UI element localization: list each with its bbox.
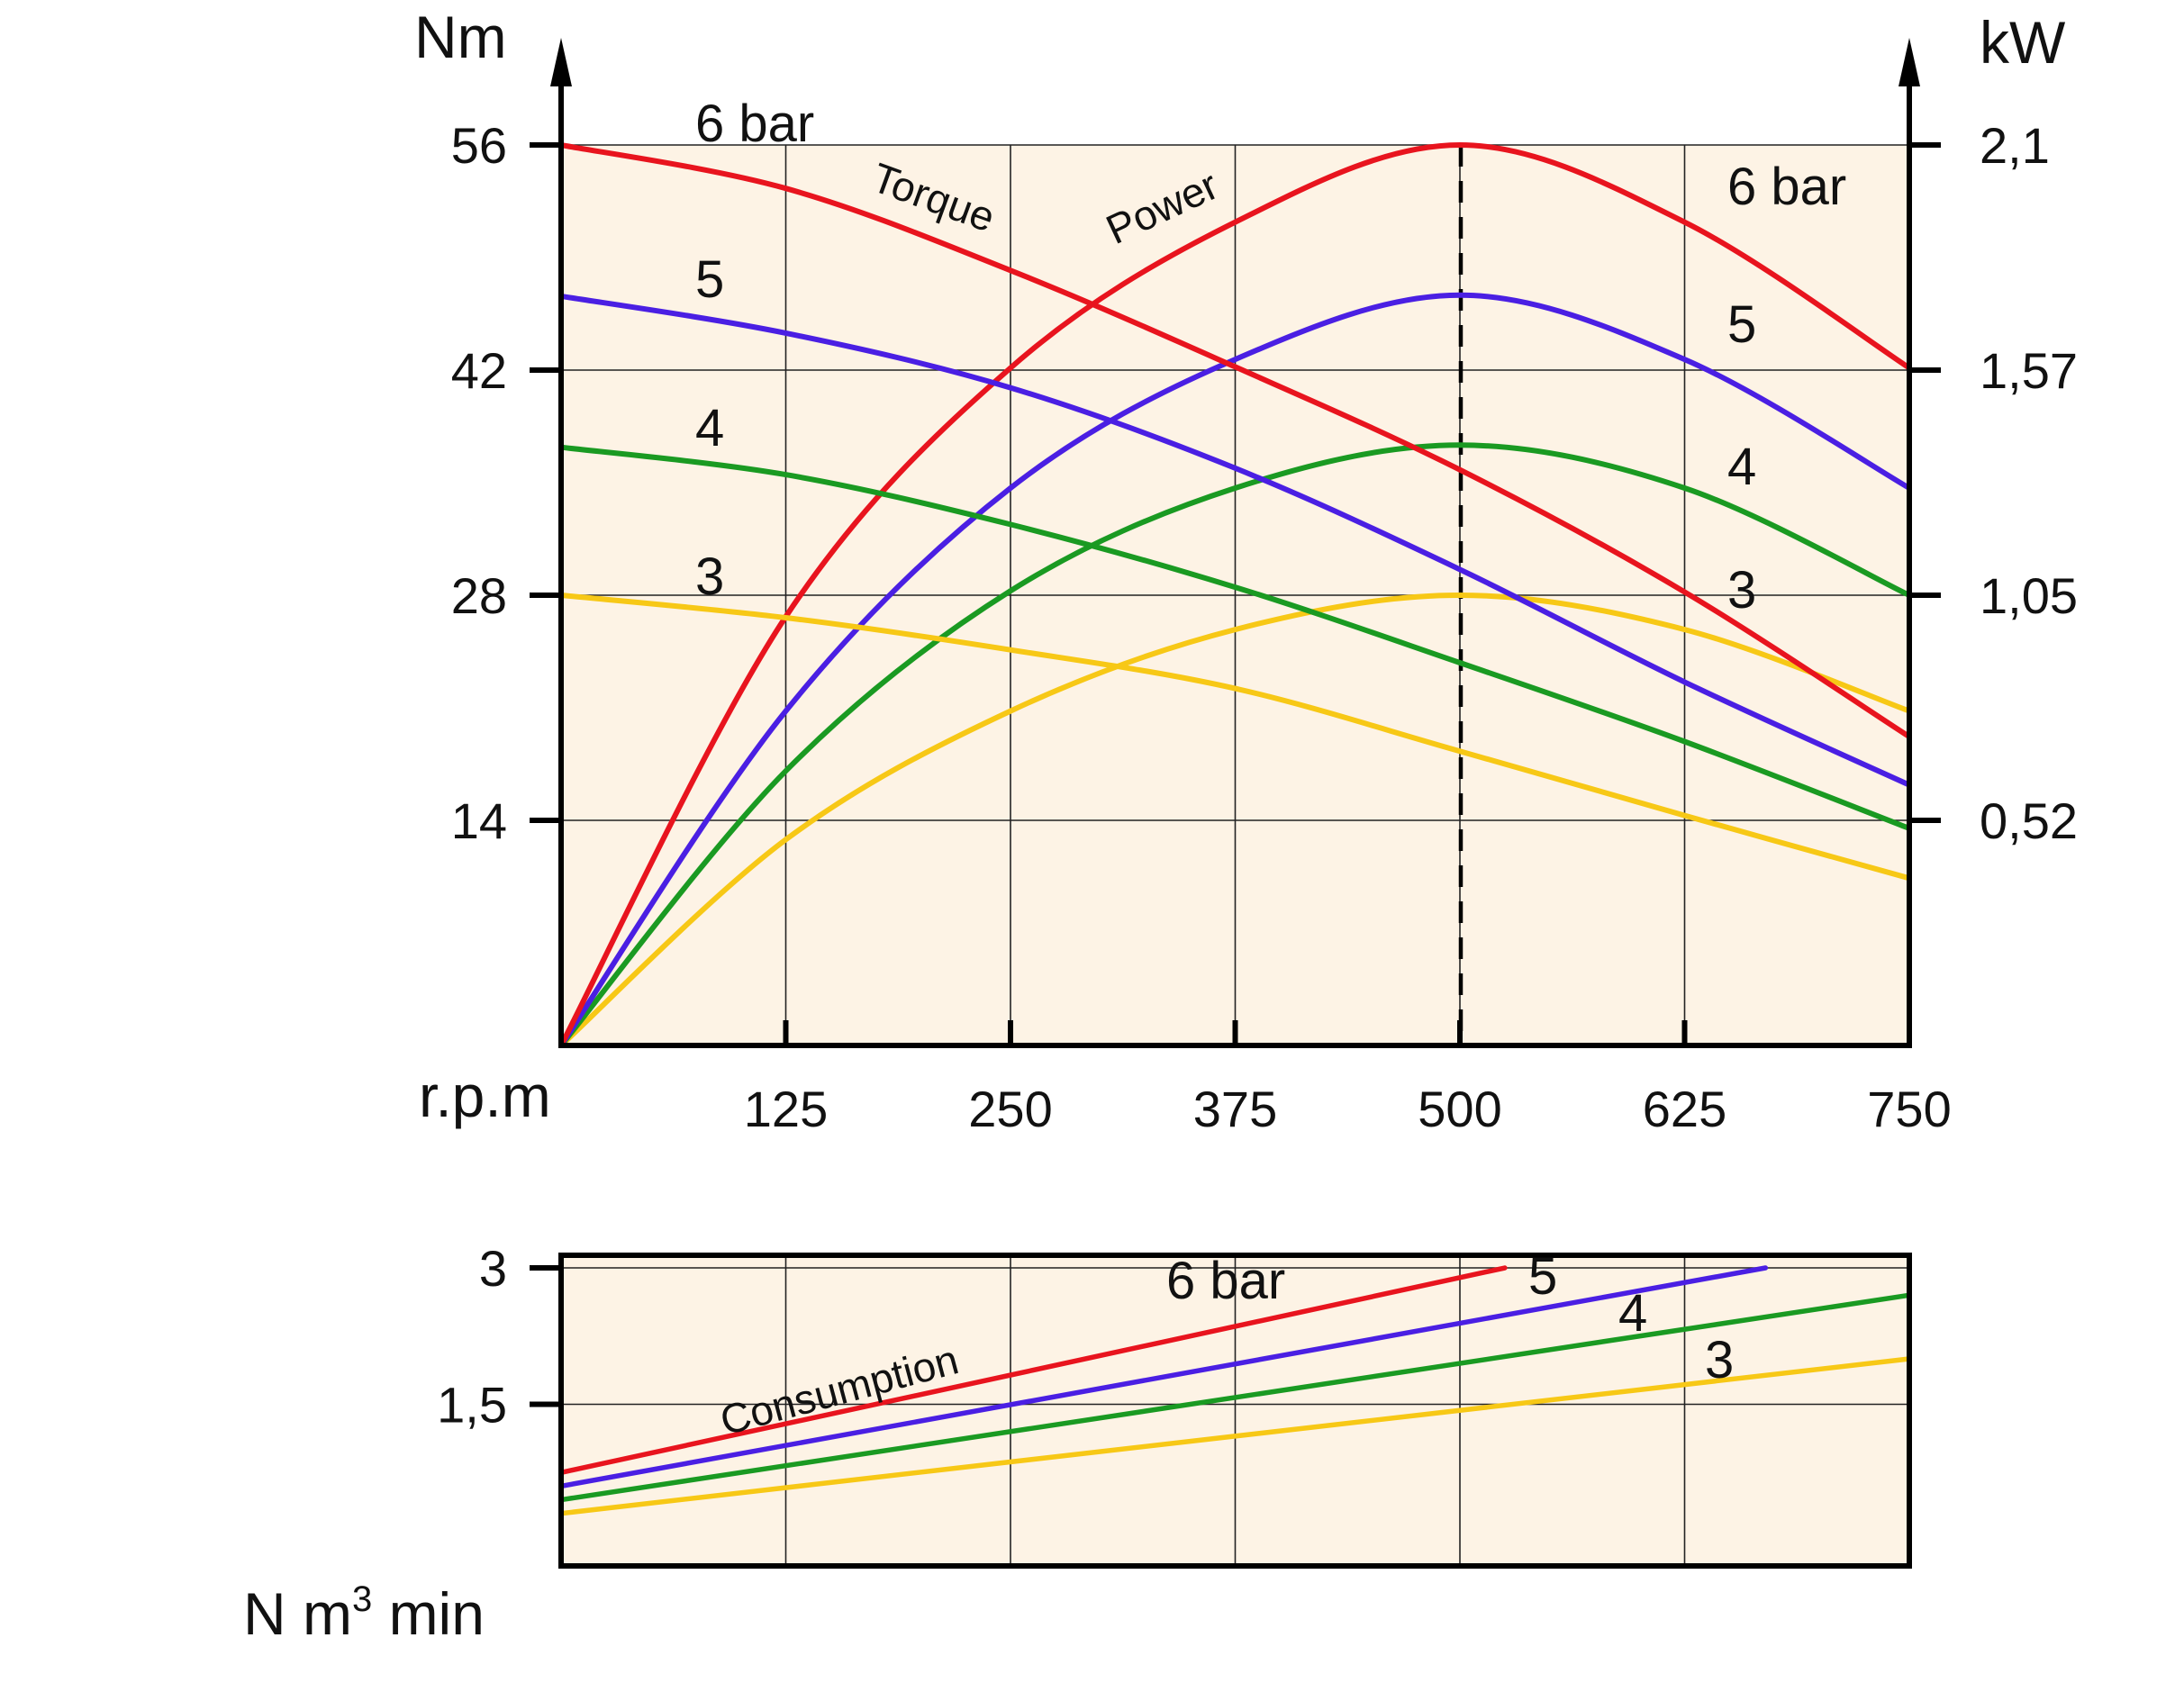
power-label-5: 5 [1727, 295, 1756, 354]
right-tick-label-0: 0,52 [1980, 792, 2078, 849]
torque-curve-4 [558, 444, 1912, 831]
x-tick-label-250: 250 [968, 1081, 1052, 1137]
torque-curve-5 [558, 293, 1912, 788]
right-axis-arrow [1899, 38, 1920, 86]
left-tick-label-42: 42 [451, 342, 507, 399]
consumption-label-3: 3 [1705, 1331, 1734, 1389]
left-axis-arrow [550, 38, 572, 86]
consumption-label-6: 6 bar [1166, 1252, 1285, 1310]
consumption-unit-base: N m [243, 1580, 352, 1647]
torque-label-3: 3 [695, 547, 724, 606]
left-tick-label-56: 56 [451, 117, 507, 174]
torque-power-panel: 125 250 375 500 625 750 14 28 42 56 0,52 1,05 1,57 2,… [414, 4, 2078, 1137]
torque-label-6: 6 bar [695, 95, 814, 153]
consumption-tick-label-3: 3 [479, 1240, 507, 1297]
consumption-line-3 [558, 1356, 1912, 1516]
consumption-label-5: 5 [1528, 1247, 1557, 1306]
consumption-frame [558, 1253, 1912, 1569]
right-axis-unit: kW [1980, 9, 2066, 76]
x-axis-unit: r.p.m [419, 1063, 551, 1129]
torque-label-4: 4 [695, 399, 724, 457]
right-tick-label-1: 1,05 [1980, 567, 2078, 624]
power-label-4: 4 [1727, 438, 1756, 496]
consumption-unit: N m3 min [243, 1579, 485, 1647]
power-curve-4 [558, 442, 1912, 1048]
consumption-lines [558, 1265, 1912, 1516]
curves [558, 141, 1912, 1048]
power-label-6: 6 bar [1727, 158, 1846, 216]
consumption-panel: 31,5 6 bar 5 4 3 Consumption N m3 min [243, 1240, 1912, 1647]
axis-ticks: 125 250 375 500 625 750 14 28 42 56 0,52 1,05 1,57 2,… [451, 117, 2078, 1137]
consumption-unit-sup: 3 [352, 1579, 372, 1619]
power-curve-5 [558, 292, 1912, 1048]
power-label-3: 3 [1727, 561, 1756, 620]
torque-curve-6 [558, 142, 1912, 740]
consumption-tick-label-1,5: 1,5 [437, 1377, 507, 1434]
right-tick-label-3: 2,1 [1980, 117, 2050, 174]
consumption-line-4 [558, 1292, 1912, 1503]
consumption-label-4: 4 [1618, 1284, 1647, 1343]
x-tick-label-375: 375 [1193, 1081, 1277, 1137]
consumption-unit-tail: min [372, 1580, 485, 1647]
x-tick-label-500: 500 [1418, 1081, 1501, 1137]
torque-label-5: 5 [695, 250, 724, 309]
left-tick-label-28: 28 [451, 567, 507, 624]
consumption-line-6 [558, 1265, 1508, 1475]
x-tick-label-625: 625 [1643, 1081, 1726, 1137]
left-axis-unit: Nm [414, 4, 507, 70]
x-tick-label-750: 750 [1867, 1081, 1951, 1137]
right-tick-label-2: 1,57 [1980, 342, 2078, 399]
consumption-line-5 [558, 1265, 1769, 1489]
torque-curve-3 [558, 593, 1912, 882]
power-curve-3 [558, 592, 1912, 1048]
power-curve-6 [558, 141, 1912, 1048]
x-tick-label-125: 125 [744, 1081, 828, 1137]
left-tick-label-14: 14 [451, 792, 507, 849]
consumption-ticks: 31,5 [437, 1240, 561, 1434]
